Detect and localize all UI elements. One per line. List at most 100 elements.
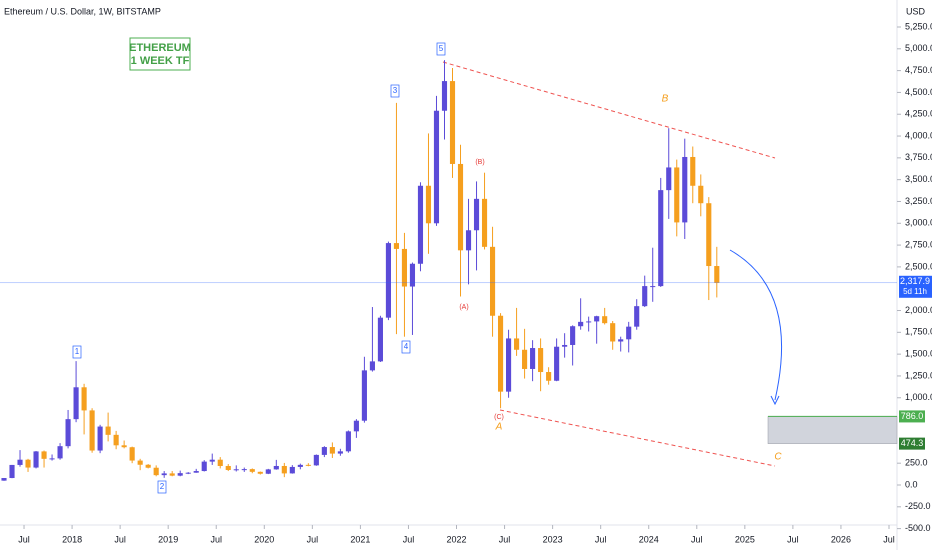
- y-tick-label: 3,500.0: [905, 174, 932, 184]
- x-tick-label: 2019: [158, 534, 178, 544]
- candle-body: [546, 372, 552, 381]
- y-tick-label: 2,500.0: [905, 261, 932, 271]
- candle-body: [562, 344, 568, 347]
- candle-body: [137, 460, 143, 465]
- x-tick-label: Jul: [883, 534, 895, 544]
- annotation: 4: [404, 342, 409, 351]
- candle-body: [345, 431, 351, 452]
- currency: USD: [906, 6, 926, 16]
- candle-body: [401, 248, 408, 287]
- candle-body: [618, 339, 624, 342]
- zone-top-label: 786.0: [901, 411, 924, 421]
- candle-body: [417, 185, 424, 264]
- candle-body: [145, 464, 151, 468]
- x-tick-label: Jul: [595, 534, 607, 544]
- x-tick-label: 2022: [446, 534, 466, 544]
- candle-body: [217, 459, 223, 466]
- x-tick-label: 2025: [735, 534, 755, 544]
- candle-body: [161, 473, 167, 476]
- y-tick-label: 2,750.0: [905, 239, 932, 249]
- annotation: A: [495, 422, 503, 433]
- candle-body: [201, 461, 207, 472]
- candle-body: [385, 243, 391, 318]
- zone-top-tag: [899, 410, 925, 423]
- candle-body: [377, 317, 383, 362]
- y-tick-label: -250.0: [905, 501, 931, 511]
- annotation: 3: [393, 86, 398, 95]
- candle-body: [506, 338, 512, 392]
- arrow-head: [770, 395, 780, 406]
- candle-body: [650, 286, 656, 288]
- x-tick-label: 2023: [543, 534, 563, 544]
- candle-body: [538, 348, 544, 373]
- candle-body: [497, 315, 504, 392]
- candle-body: [97, 426, 103, 451]
- candle-body: [9, 464, 15, 479]
- y-tick-label: 3,750.0: [905, 152, 932, 162]
- candle-body: [626, 326, 632, 340]
- candle-body: [449, 81, 456, 164]
- candle-body: [113, 434, 119, 446]
- x-tick-label: 2021: [350, 534, 370, 544]
- x-tick-label: 2020: [254, 534, 274, 544]
- annotation: B: [662, 94, 669, 105]
- annotation: (C): [494, 414, 504, 421]
- candle-body: [425, 185, 432, 224]
- wave-box: [72, 345, 82, 359]
- y-tick-label: 5,250.0: [905, 21, 932, 31]
- y-tick-label: 4,000.0: [905, 130, 932, 140]
- candle-body: [297, 464, 303, 467]
- candle-body: [642, 286, 648, 307]
- candle-body: [433, 110, 440, 224]
- x-tick-label: Jul: [787, 534, 799, 544]
- countdown: 5d 11h: [903, 287, 927, 296]
- y-tick-label: 5,000.0: [905, 43, 932, 53]
- candle-body: [25, 459, 31, 468]
- candle-body: [169, 473, 175, 476]
- candle-body: [313, 454, 319, 466]
- candle-body: [121, 445, 127, 448]
- candle-body: [105, 426, 111, 435]
- annotation: 1: [75, 347, 80, 356]
- candle-body: [554, 346, 560, 381]
- candle-body: [185, 472, 191, 474]
- candle-body: [473, 198, 480, 231]
- candle-body: [225, 465, 231, 470]
- candle-body: [289, 466, 295, 474]
- candle-body: [65, 419, 71, 447]
- target-zone: [767, 416, 898, 444]
- candle-body: [265, 469, 271, 474]
- candle-body: [690, 156, 696, 186]
- annotation: ETHEREUM: [129, 42, 191, 54]
- candle-body: [666, 167, 672, 191]
- x-tick-label: 2026: [831, 534, 851, 544]
- candle-body: [73, 387, 79, 420]
- y-tick-label: 1,750.0: [905, 327, 932, 337]
- candle-body: [714, 266, 720, 283]
- y-tick-label: 2,000.0: [905, 305, 932, 315]
- y-tick-label: 0.0: [905, 479, 918, 489]
- candle-body: [193, 471, 199, 473]
- candle-body: [337, 451, 343, 454]
- last-price-label: 2,317.9: [900, 276, 930, 286]
- y-tick-label: 1,000.0: [905, 392, 932, 402]
- candle-body: [41, 451, 47, 459]
- zone-bottom-tag: [899, 437, 925, 450]
- x-tick-label: Jul: [307, 534, 319, 544]
- annotation: (B): [475, 159, 484, 166]
- x-tick-label: Jul: [114, 534, 126, 544]
- upper-trendline: [442, 61, 776, 159]
- y-tick-label: 4,750.0: [905, 65, 932, 75]
- label-box: [129, 37, 191, 71]
- candle-body: [594, 316, 600, 322]
- candle-body: [233, 469, 239, 471]
- candle-body: [49, 458, 55, 460]
- wave-box: [157, 480, 167, 494]
- chart-title: Ethereum / U.S. Dollar, 1W, BITSTAMP: [4, 6, 161, 16]
- candle-body: [634, 306, 640, 327]
- annotation: 5: [439, 44, 444, 53]
- projection-arrow: [729, 249, 783, 401]
- candle-body: [305, 464, 311, 466]
